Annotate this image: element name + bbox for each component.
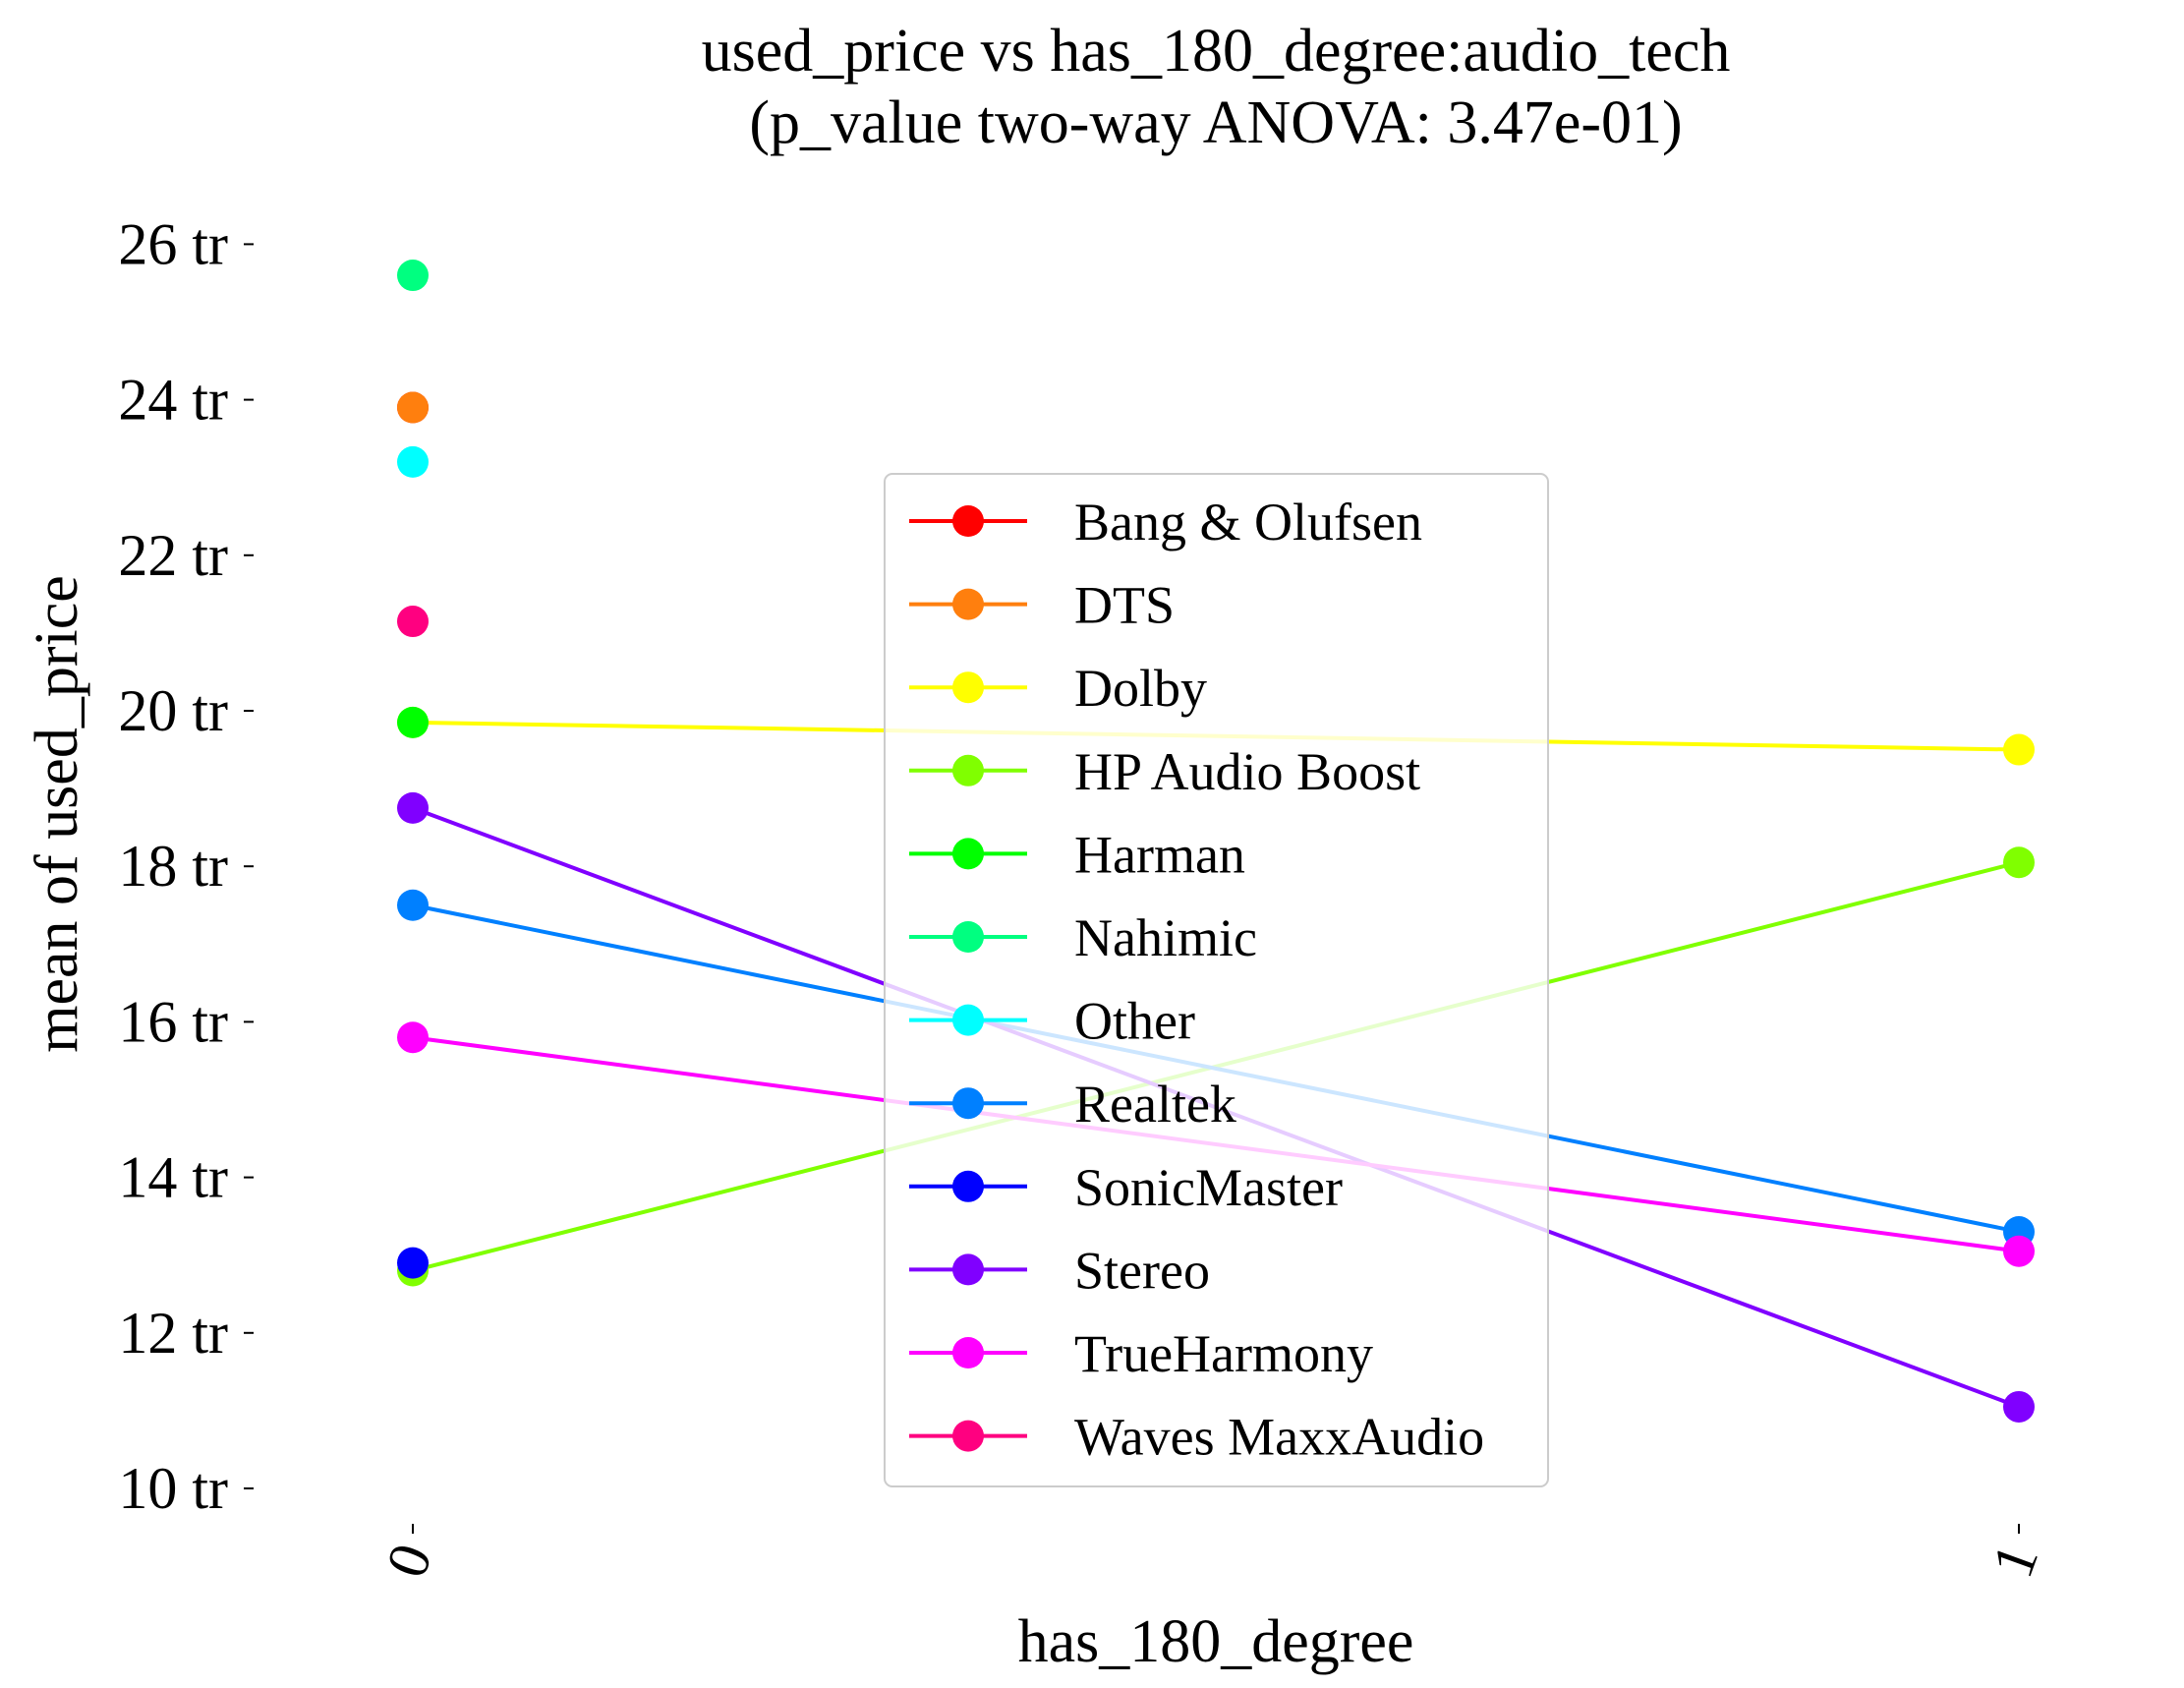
y-tick-label: 18 tr: [118, 834, 228, 899]
legend-label: Dolby: [1074, 659, 1207, 718]
legend-label: HP Audio Boost: [1074, 742, 1420, 801]
legend-marker: [952, 671, 984, 704]
y-tick-label: 14 tr: [118, 1145, 228, 1210]
legend-marker: [952, 1253, 984, 1286]
series-point-stereo: [2003, 1390, 2035, 1423]
series-point-sonicmaster: [397, 1247, 429, 1279]
legend-marker: [952, 1087, 984, 1120]
legend-label: DTS: [1074, 576, 1175, 635]
legend-marker: [952, 588, 984, 620]
legend-box: [884, 473, 1549, 1487]
series-point-trueharmony: [397, 1021, 429, 1054]
series-point-hp-audio-boost: [2003, 846, 2035, 879]
legend-marker: [952, 921, 984, 953]
legend-marker: [952, 754, 984, 786]
legend-label: Waves MaxxAudio: [1074, 1408, 1484, 1467]
chart-subtitle: (p_value two-way ANOVA: 3.47e-01): [749, 89, 1682, 156]
y-axis-label: mean of used_price: [24, 575, 90, 1052]
series-point-trueharmony: [2003, 1235, 2035, 1267]
legend-marker: [952, 505, 984, 537]
legend: Bang & Olufsen DTS Dolby HP Audio Boost Harm…: [884, 473, 1549, 1487]
y-axis: 10 tr 12 tr 14 tr 16 tr 18 tr 20 tr 22 tr 24 tr…: [118, 211, 254, 1521]
legend-label: Other: [1074, 992, 1195, 1051]
legend-label: SonicMaster: [1074, 1158, 1343, 1217]
series-point-stereo: [397, 791, 429, 824]
legend-label: Realtek: [1074, 1075, 1236, 1134]
legend-label: Bang & Olufsen: [1074, 493, 1422, 552]
y-tick-label: 26 tr: [118, 211, 228, 276]
chart-title: used_price vs has_180_degree:audio_tech: [702, 18, 1731, 85]
series-point-dolby: [2003, 733, 2035, 766]
series-point-realtek: [397, 889, 429, 921]
legend-marker: [952, 1004, 984, 1036]
y-tick-label: 10 tr: [118, 1456, 228, 1521]
series-point-dts: [397, 391, 429, 424]
series-point-waves-maxxaudio: [397, 606, 429, 638]
y-tick-label: 16 tr: [118, 989, 228, 1054]
series-point-nahimic: [397, 260, 429, 292]
legend-label: TrueHarmony: [1074, 1324, 1373, 1383]
y-tick-label: 24 tr: [118, 368, 228, 433]
series-point-other: [397, 445, 429, 478]
series-point-harman: [397, 706, 429, 738]
legend-label: Harman: [1074, 825, 1245, 884]
y-tick-label: 12 tr: [118, 1301, 228, 1366]
y-tick-label: 20 tr: [118, 678, 228, 743]
legend-label: Nahimic: [1074, 908, 1257, 967]
legend-marker: [952, 1337, 984, 1368]
y-tick-label: 22 tr: [118, 523, 228, 588]
legend-marker: [952, 1420, 984, 1452]
x-tick-label: 1: [1980, 1536, 2050, 1586]
x-axis-label: has_180_degree: [1018, 1608, 1414, 1675]
legend-marker: [952, 1170, 984, 1202]
legend-label: Stereo: [1074, 1241, 1210, 1300]
x-tick-label: 0: [374, 1536, 444, 1586]
legend-marker: [952, 838, 984, 870]
